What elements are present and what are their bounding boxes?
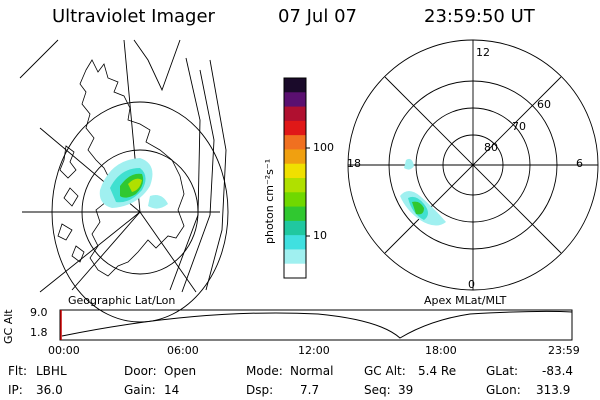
glon-value: 313.9: [536, 383, 571, 397]
door-label: Door:: [124, 364, 157, 378]
flt-value: LBHL: [36, 364, 67, 378]
mlt-label-top: 12: [476, 46, 490, 59]
altitude-plot: [59, 309, 573, 341]
flt-label: Flt:: [8, 364, 27, 378]
glon-label: GLon:: [486, 383, 521, 397]
ip-label: IP:: [8, 383, 23, 397]
gcalt-label: GC Alt:: [364, 364, 406, 378]
instrument-title: Ultraviolet Imager: [52, 6, 215, 27]
dsp-label: Dsp:: [246, 383, 274, 397]
seq-value: 39: [398, 383, 414, 397]
colorbar-swatch: [284, 249, 306, 265]
gcalt-value: 5.4 Re: [418, 364, 457, 378]
colorbar: [283, 77, 310, 279]
time-tick-0: 00:00: [48, 344, 80, 357]
lat-label-80: 80: [484, 141, 498, 154]
mode-value: Normal: [290, 364, 334, 378]
left-map-caption: Geographic Lat/Lon: [68, 294, 176, 307]
polar-aurora-blob: [400, 158, 446, 226]
dsp-value: 7.7: [300, 383, 320, 397]
mode-label: Mode:: [246, 364, 283, 378]
glat-label: GLat:: [486, 364, 519, 378]
altitude-ymax: 9.0: [30, 306, 48, 319]
altitude-ylabel: GC Alt: [2, 309, 15, 344]
date-label: 07 Jul 07: [278, 6, 357, 27]
lat-label-60: 60: [537, 98, 551, 111]
colorbar-swatch: [284, 163, 306, 179]
colorbar-swatch: [284, 263, 306, 279]
colorbar-swatch: [284, 149, 306, 165]
colorbar-swatch: [284, 120, 306, 136]
mlt-label-right: 6: [576, 157, 583, 170]
colorbar-swatch: [284, 106, 306, 122]
colorbar-swatch: [284, 206, 306, 222]
colorbar-swatch: [284, 220, 306, 236]
door-value: Open: [164, 364, 197, 378]
altitude-ymin: 1.8: [30, 326, 48, 339]
time-label: 23:59:50 UT: [424, 6, 535, 27]
time-tick-4: 23:59: [548, 344, 580, 357]
right-map-caption: Apex MLat/MLT: [424, 294, 507, 307]
polar-map: [347, 39, 599, 291]
glat-value: -83.4: [542, 364, 574, 378]
colorbar-tick-label-10: 10: [313, 229, 327, 242]
geographic-map: [19, 39, 229, 323]
seq-label: Seq:: [364, 383, 391, 397]
colorbar-tick-label-100: 100: [313, 141, 334, 154]
ip-value: 36.0: [36, 383, 63, 397]
left-aurora-blob: [99, 158, 168, 209]
colorbar-swatch: [284, 235, 306, 250]
time-tick-1: 06:00: [167, 344, 199, 357]
mlt-label-bottom: 0: [468, 278, 475, 291]
colorbar-swatch: [284, 92, 306, 108]
time-tick-2: 12:00: [298, 344, 330, 357]
gain-label: Gain:: [124, 383, 156, 397]
time-tick-3: 18:00: [425, 344, 457, 357]
colorbar-swatch: [284, 78, 306, 93]
gain-value: 14: [164, 383, 180, 397]
mlt-label-left: 18: [347, 157, 361, 170]
colorbar-swatch: [284, 135, 306, 150]
lat-label-70: 70: [512, 120, 526, 133]
colorbar-swatch: [284, 178, 306, 193]
colorbar-swatch: [284, 192, 306, 208]
